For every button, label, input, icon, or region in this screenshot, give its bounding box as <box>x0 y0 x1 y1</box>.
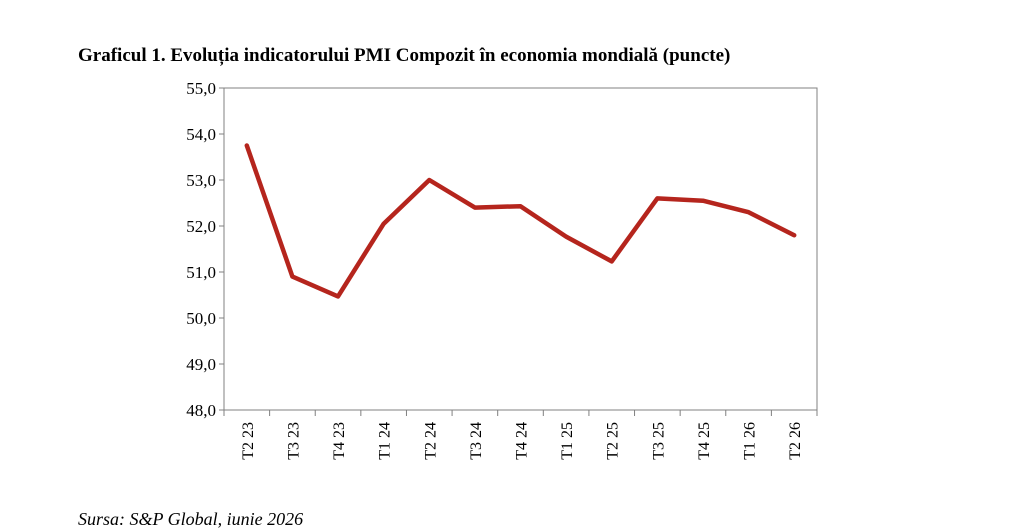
y-axis-ticks: 48,0 49,0 50,0 51,0 52,0 53,0 54,0 55,0 <box>186 79 224 420</box>
y-tick-label: 51,0 <box>186 263 216 282</box>
y-tick-label: 49,0 <box>186 355 216 374</box>
x-tick-label: T4 24 <box>514 422 531 460</box>
chart-title: Graficul 1. Evoluția indicatorului PMI C… <box>78 45 731 66</box>
series-line-pmi <box>244 143 797 299</box>
x-tick-label: T3 25 <box>650 422 667 460</box>
x-tick-label: T4 23 <box>331 422 348 460</box>
x-tick-label: T1 26 <box>742 422 759 460</box>
x-tick-label: T3 23 <box>285 422 302 460</box>
x-tick-label: T3 24 <box>468 422 485 460</box>
y-tick-label: 52,0 <box>186 217 216 236</box>
x-tick-label: T1 25 <box>559 422 576 460</box>
x-axis-ticks: T2 23 T3 23 T4 23 T1 24 T2 24 T3 24 T4 24 T1 25… <box>223 410 818 460</box>
y-tick-label: 50,0 <box>186 309 216 328</box>
x-tick-label: T2 26 <box>787 422 804 460</box>
x-tick-label: T2 24 <box>422 422 439 460</box>
source-note: Sursa: S&P Global, iunie 2026 <box>78 509 304 529</box>
x-tick-label: T1 24 <box>377 422 394 460</box>
plot-frame <box>223 87 818 411</box>
y-tick-label: 53,0 <box>186 171 216 190</box>
x-tick-label: T2 25 <box>605 422 622 460</box>
y-tick-label: 54,0 <box>186 125 216 144</box>
x-tick-label: T4 25 <box>696 422 713 460</box>
y-tick-label: 55,0 <box>186 79 216 98</box>
x-tick-label: T2 23 <box>240 422 257 460</box>
y-tick-label: 48,0 <box>186 401 216 420</box>
